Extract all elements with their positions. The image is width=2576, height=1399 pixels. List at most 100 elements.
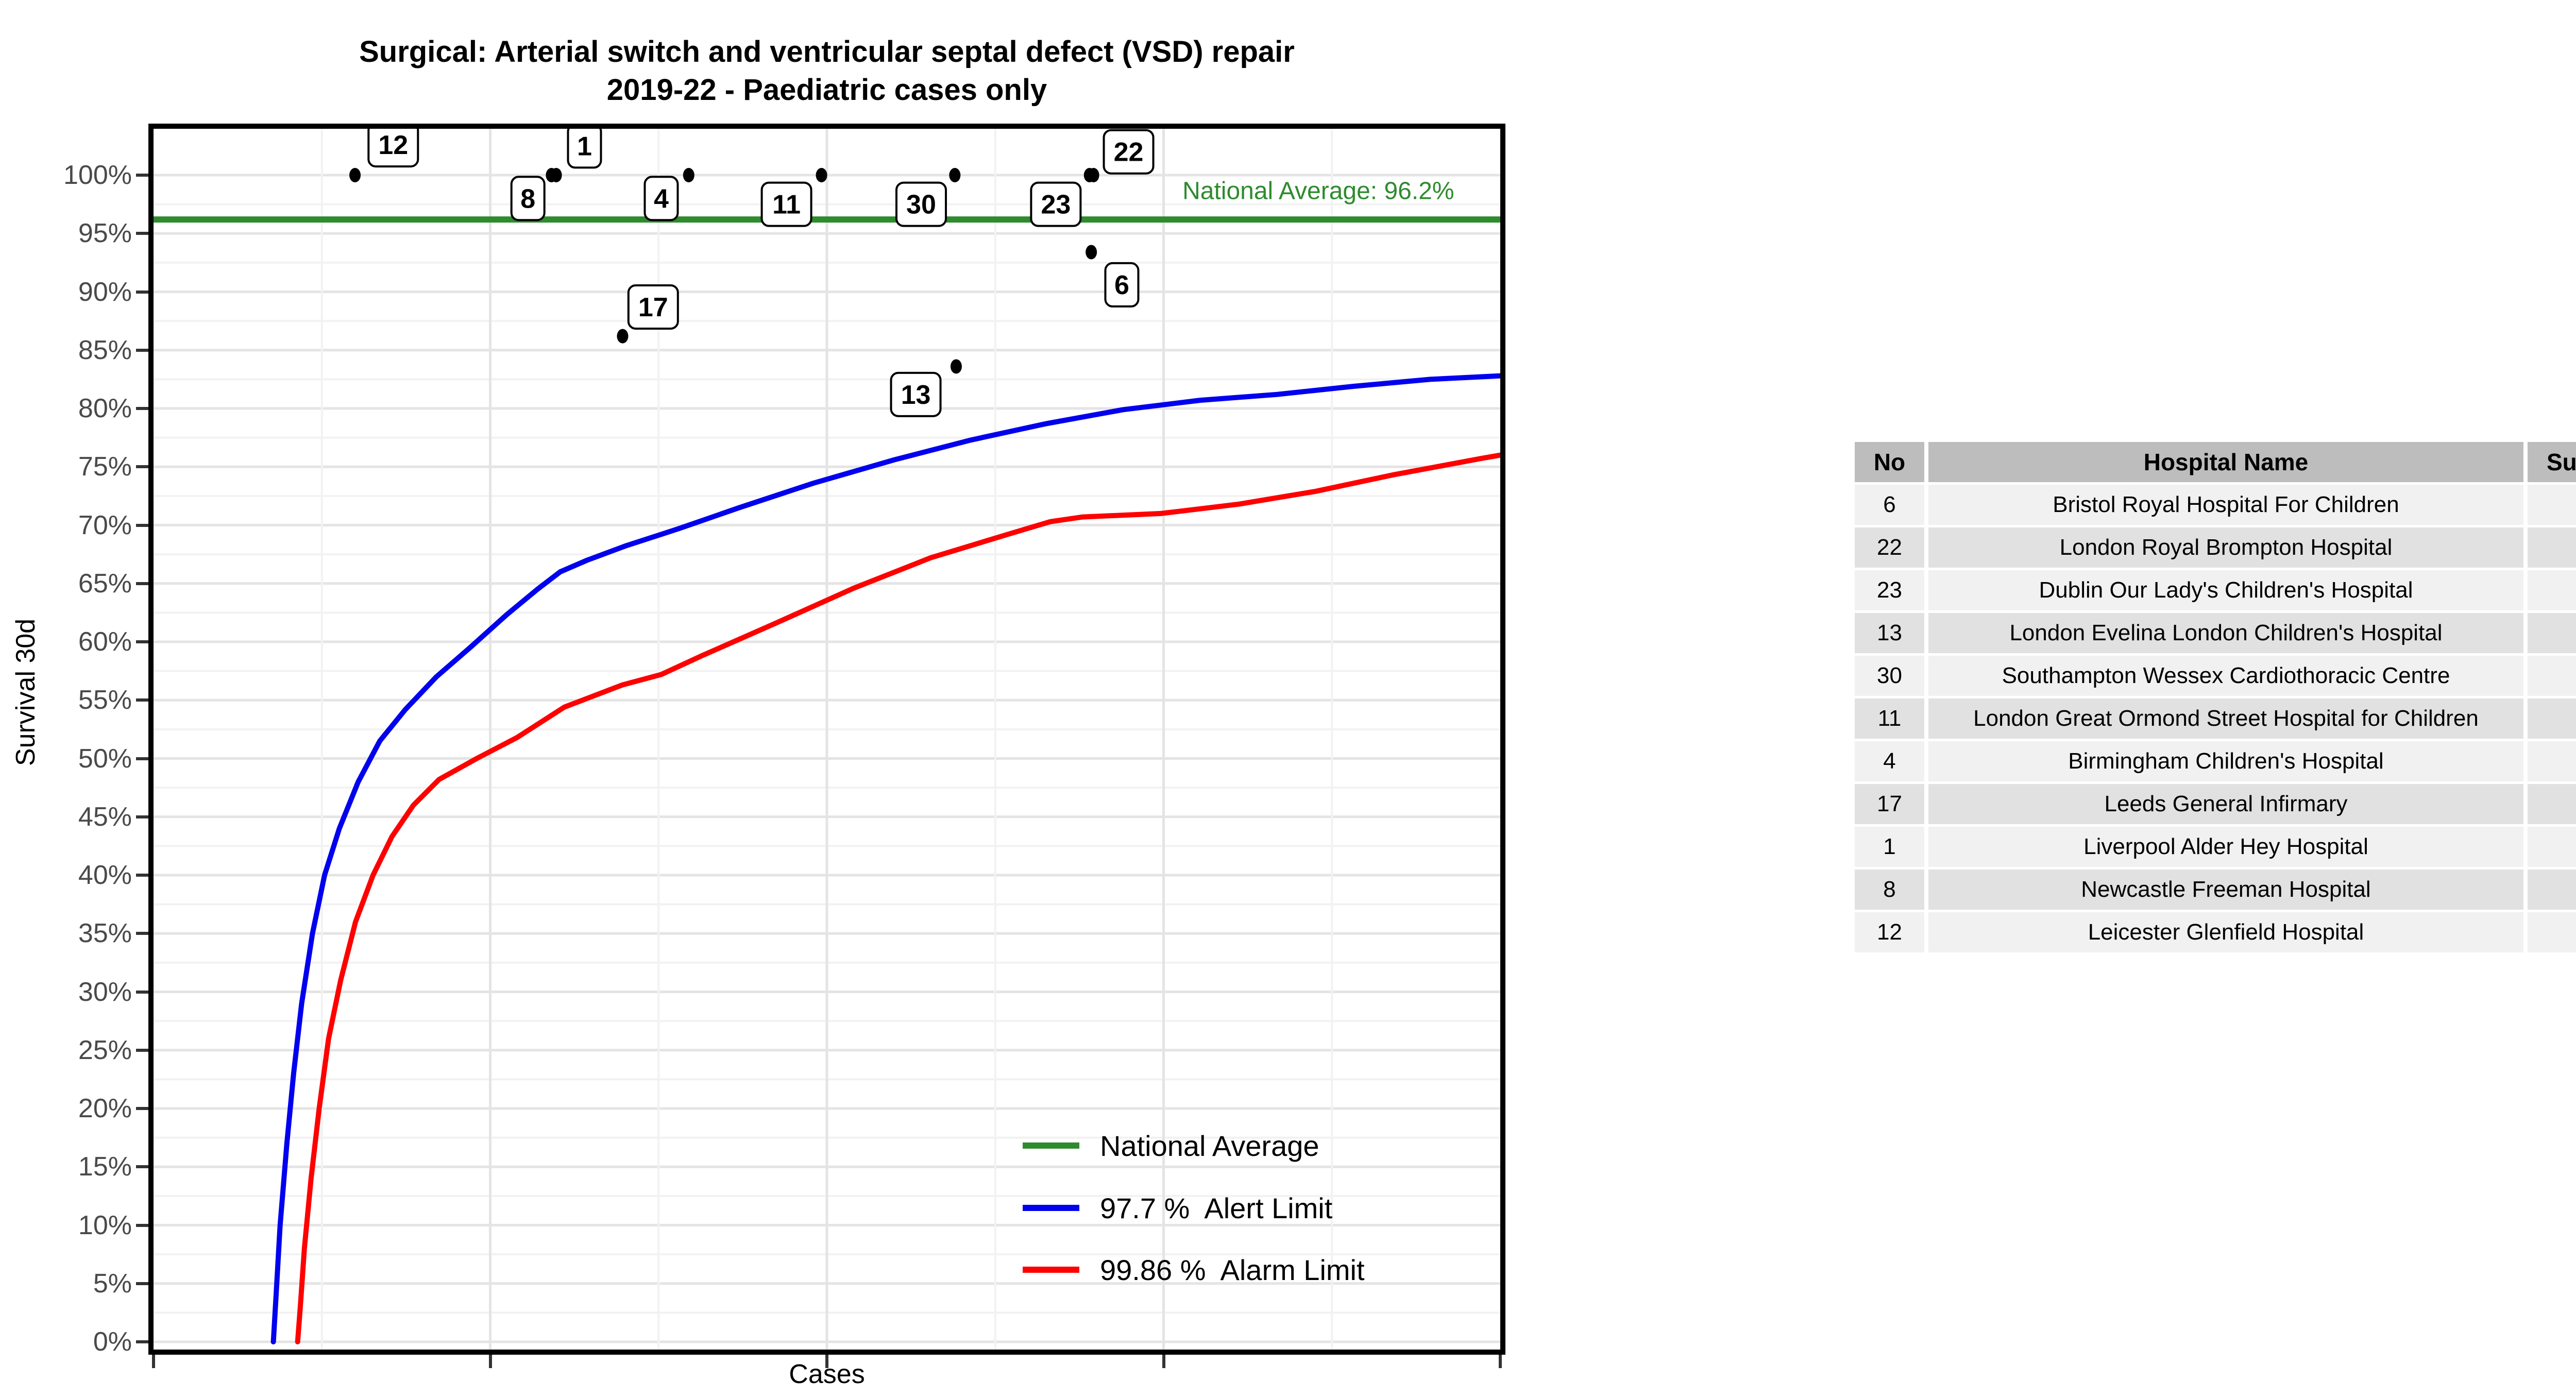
- legend-item: 97.7 % Alert Limit: [1023, 1187, 1332, 1229]
- alert-limit-curve: [270, 373, 1500, 1344]
- table-cell: 1: [1855, 827, 1924, 867]
- legend-label: National Average: [1100, 1129, 1319, 1162]
- hospital-point-label-box: [760, 181, 812, 227]
- hospital-point-label: 12: [378, 130, 408, 160]
- table-cell: 100%: [2528, 912, 2576, 952]
- y-tick-mark: [136, 1340, 148, 1343]
- table-cell: London Great Ormond Street Hospital for …: [1928, 698, 2523, 739]
- table-cell: 12: [1855, 912, 1924, 952]
- y-tick-mark: [136, 1165, 148, 1169]
- y-tick-label: 40%: [78, 860, 132, 890]
- y-tick-label: 35%: [78, 918, 132, 949]
- alarm-limit-curve: [295, 452, 1500, 1344]
- table-cell: 6: [1855, 485, 1924, 525]
- hospital-point: [950, 359, 962, 374]
- hospital-point-label: 13: [901, 380, 931, 410]
- table-cell: Newcastle Freeman Hospital: [1928, 869, 2523, 910]
- y-tick-mark: [136, 407, 148, 410]
- table-cell: Birmingham Children's Hospital: [1928, 741, 2523, 781]
- y-tick-label: 20%: [78, 1094, 132, 1123]
- x-tick-mark: [1499, 1355, 1502, 1368]
- y-tick-mark: [136, 465, 148, 469]
- table-header-cell: No: [1855, 442, 1924, 482]
- y-tick-label: 5%: [93, 1268, 132, 1299]
- hospital-point: [349, 168, 361, 182]
- hospital-point: [546, 168, 557, 182]
- hospital-point-label-box: [627, 284, 679, 330]
- hospital-point-label-box: [890, 371, 942, 417]
- x-axis-title: Cases: [789, 1359, 865, 1389]
- table-header-cell: Hospital Name: [1928, 442, 2523, 482]
- table-cell: 13: [1855, 613, 1924, 653]
- table-cell: Liverpool Alder Hey Hospital: [1928, 827, 2523, 867]
- legend-item: 99.86 % Alarm Limit: [1023, 1249, 1365, 1290]
- hospital-point-label-box: [895, 181, 947, 227]
- hospital-point-label-box: [1030, 181, 1082, 227]
- legend-item: National Average: [1023, 1125, 1319, 1166]
- legend-label: 99.86 % Alarm Limit: [1100, 1253, 1365, 1286]
- table-cell: 100%: [2528, 570, 2576, 610]
- hospital-point-label-box: [643, 176, 679, 221]
- hospital-point-label: 23: [1041, 190, 1071, 220]
- hospital-point: [683, 168, 694, 182]
- hospital-point-label-box: [367, 129, 419, 168]
- y-tick-mark: [136, 348, 148, 352]
- y-tick-label: 30%: [78, 977, 132, 1007]
- hospital-point-label: 1: [577, 131, 592, 161]
- table-cell: London Royal Brompton Hospital: [1928, 527, 2523, 568]
- y-tick-label: 25%: [78, 1035, 132, 1065]
- national-average-annotation: National Average: 96.2%: [1182, 177, 1454, 204]
- table-cell: Bristol Royal Hospital For Children: [1928, 485, 2523, 525]
- table-cell: 100%: [2528, 869, 2576, 910]
- y-tick-mark: [136, 698, 148, 702]
- y-tick-label: 10%: [78, 1210, 132, 1240]
- legend-label: 97.7 % Alert Limit: [1100, 1191, 1333, 1224]
- hospital-point: [816, 168, 827, 182]
- hospital-point-label: 8: [520, 184, 535, 214]
- table-cell: 22: [1855, 527, 1924, 568]
- y-tick-mark: [136, 582, 148, 585]
- x-tick-mark: [488, 1355, 492, 1368]
- table-cell: 93%: [2528, 485, 2576, 525]
- y-tick-label: 65%: [78, 568, 132, 599]
- y-tick-mark: [136, 1282, 148, 1285]
- table-cell: 4: [1855, 741, 1924, 781]
- table-cell: 86%: [2528, 784, 2576, 824]
- table-cell: 8: [1855, 869, 1924, 910]
- y-tick-label: 85%: [78, 335, 132, 365]
- plot-panel: National Average: 96.2% 12 1 8 4 11 30 23 22 6 17 1…: [148, 124, 1505, 1355]
- x-tick-mark: [1162, 1355, 1165, 1368]
- table-cell: 100%: [2528, 698, 2576, 739]
- hospital-point-label: 4: [654, 184, 669, 214]
- y-tick-label: 55%: [78, 685, 132, 715]
- table-cell: 30: [1855, 656, 1924, 696]
- y-tick-mark: [136, 874, 148, 877]
- y-tick-mark: [136, 1223, 148, 1227]
- y-tick-label: 45%: [78, 801, 132, 832]
- table-cell: London Evelina London Children's Hospita…: [1928, 613, 2523, 653]
- hospital-point: [617, 329, 629, 344]
- hospital-point: [949, 168, 961, 182]
- y-tick-label: 80%: [78, 394, 132, 423]
- hospital-point-label: 11: [772, 190, 801, 220]
- y-tick-mark: [136, 232, 148, 235]
- table-cell: 100%: [2528, 527, 2576, 568]
- hospital-point-label-box: [1104, 262, 1140, 308]
- legend-line-swatch: [1023, 1142, 1079, 1149]
- table-cell: Southampton Wessex Cardiothoracic Centre: [1928, 656, 2523, 696]
- table-cell: 100%: [2528, 827, 2576, 867]
- table-cell: 23: [1855, 570, 1924, 610]
- y-tick-label: 60%: [78, 627, 132, 657]
- chart-title: Surgical: Arterial switch and ventricula…: [148, 33, 1505, 109]
- y-tick-mark: [136, 1107, 148, 1110]
- y-tick-label: 0%: [93, 1327, 132, 1357]
- table-cell: 83%: [2528, 613, 2576, 653]
- table-header-cell: Survival 30d: [2528, 442, 2576, 482]
- hospital-point: [1086, 245, 1097, 260]
- hospital-point-label-box: [510, 176, 546, 221]
- y-tick-label: 50%: [78, 743, 132, 774]
- y-tick-mark: [136, 990, 148, 994]
- y-tick-label: 95%: [78, 218, 132, 249]
